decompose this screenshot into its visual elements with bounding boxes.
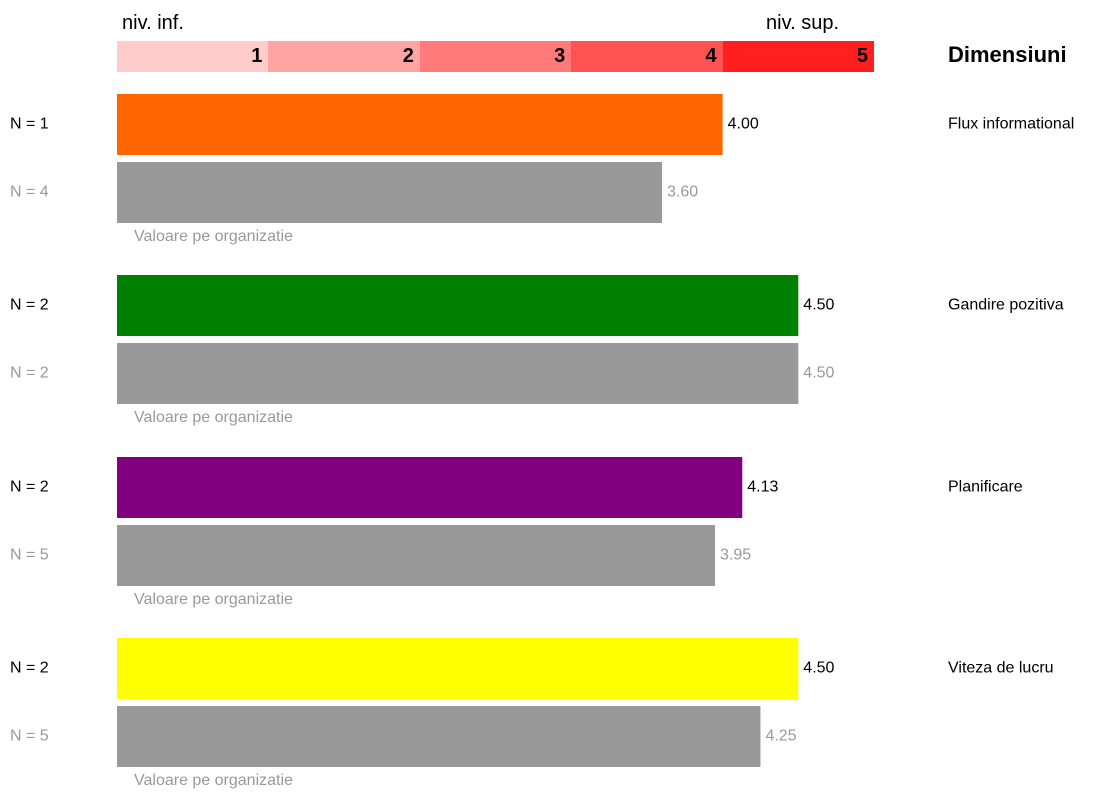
dimension-label: Flux informational: [948, 116, 1074, 133]
dimension-label: Gandire pozitiva: [948, 297, 1064, 314]
org-caption: Valoare pe organizatie: [134, 228, 293, 245]
org-bar-value-label: 4.25: [765, 728, 796, 745]
dimension-label: Viteza de lucru: [948, 660, 1054, 677]
org-caption: Valoare pe organizatie: [134, 591, 293, 608]
scale-bar: 1 2 3 4 5: [117, 41, 875, 72]
org-bar: [117, 706, 761, 767]
bar-value-label: 4.13: [747, 479, 778, 496]
scale-level-label: 3: [554, 45, 566, 67]
scale-low-label: niv. inf.: [122, 12, 184, 34]
n-label: N = 2: [10, 479, 49, 496]
org-caption: Valoare pe organizatie: [134, 409, 293, 426]
scale-level-label: 2: [402, 45, 414, 67]
org-n-label: N = 4: [10, 184, 49, 201]
org-n-label: N = 5: [10, 728, 49, 745]
org-bar-value-label: 3.95: [720, 547, 751, 564]
bar: [117, 94, 723, 155]
scale-level-3: 3: [419, 41, 572, 72]
scale-level-1: 1: [117, 41, 269, 72]
scale-high-label: niv. sup.: [766, 12, 839, 34]
scale-level-label: 1: [251, 45, 263, 67]
org-bar: [117, 343, 799, 404]
dimension-label: Planificare: [948, 479, 1023, 496]
org-bar-value-label: 3.60: [667, 184, 698, 201]
bar: [117, 638, 799, 699]
scale-level-4: 4: [571, 41, 723, 72]
n-label: N = 1: [10, 116, 49, 133]
n-label: N = 2: [10, 297, 49, 314]
n-label: N = 2: [10, 660, 49, 677]
scale-level-label: 4: [705, 45, 717, 67]
dimensions-header: Dimensiuni: [948, 42, 1067, 67]
org-caption: Valoare pe organizatie: [134, 772, 293, 789]
org-n-label: N = 2: [10, 365, 49, 382]
bar-value-label: 4.50: [803, 297, 834, 314]
scale-level-5: 5: [722, 41, 875, 72]
scale-level-2: 2: [268, 41, 420, 72]
org-bar-value-label: 4.50: [803, 365, 834, 382]
bar-value-label: 4.00: [728, 116, 759, 133]
bar-value-label: 4.50: [803, 660, 834, 677]
bar: [117, 457, 743, 518]
org-n-label: N = 5: [10, 547, 49, 564]
scale-level-label: 5: [856, 45, 869, 67]
org-bar: [117, 525, 716, 586]
org-bar: [117, 162, 663, 223]
bar: [117, 275, 799, 336]
